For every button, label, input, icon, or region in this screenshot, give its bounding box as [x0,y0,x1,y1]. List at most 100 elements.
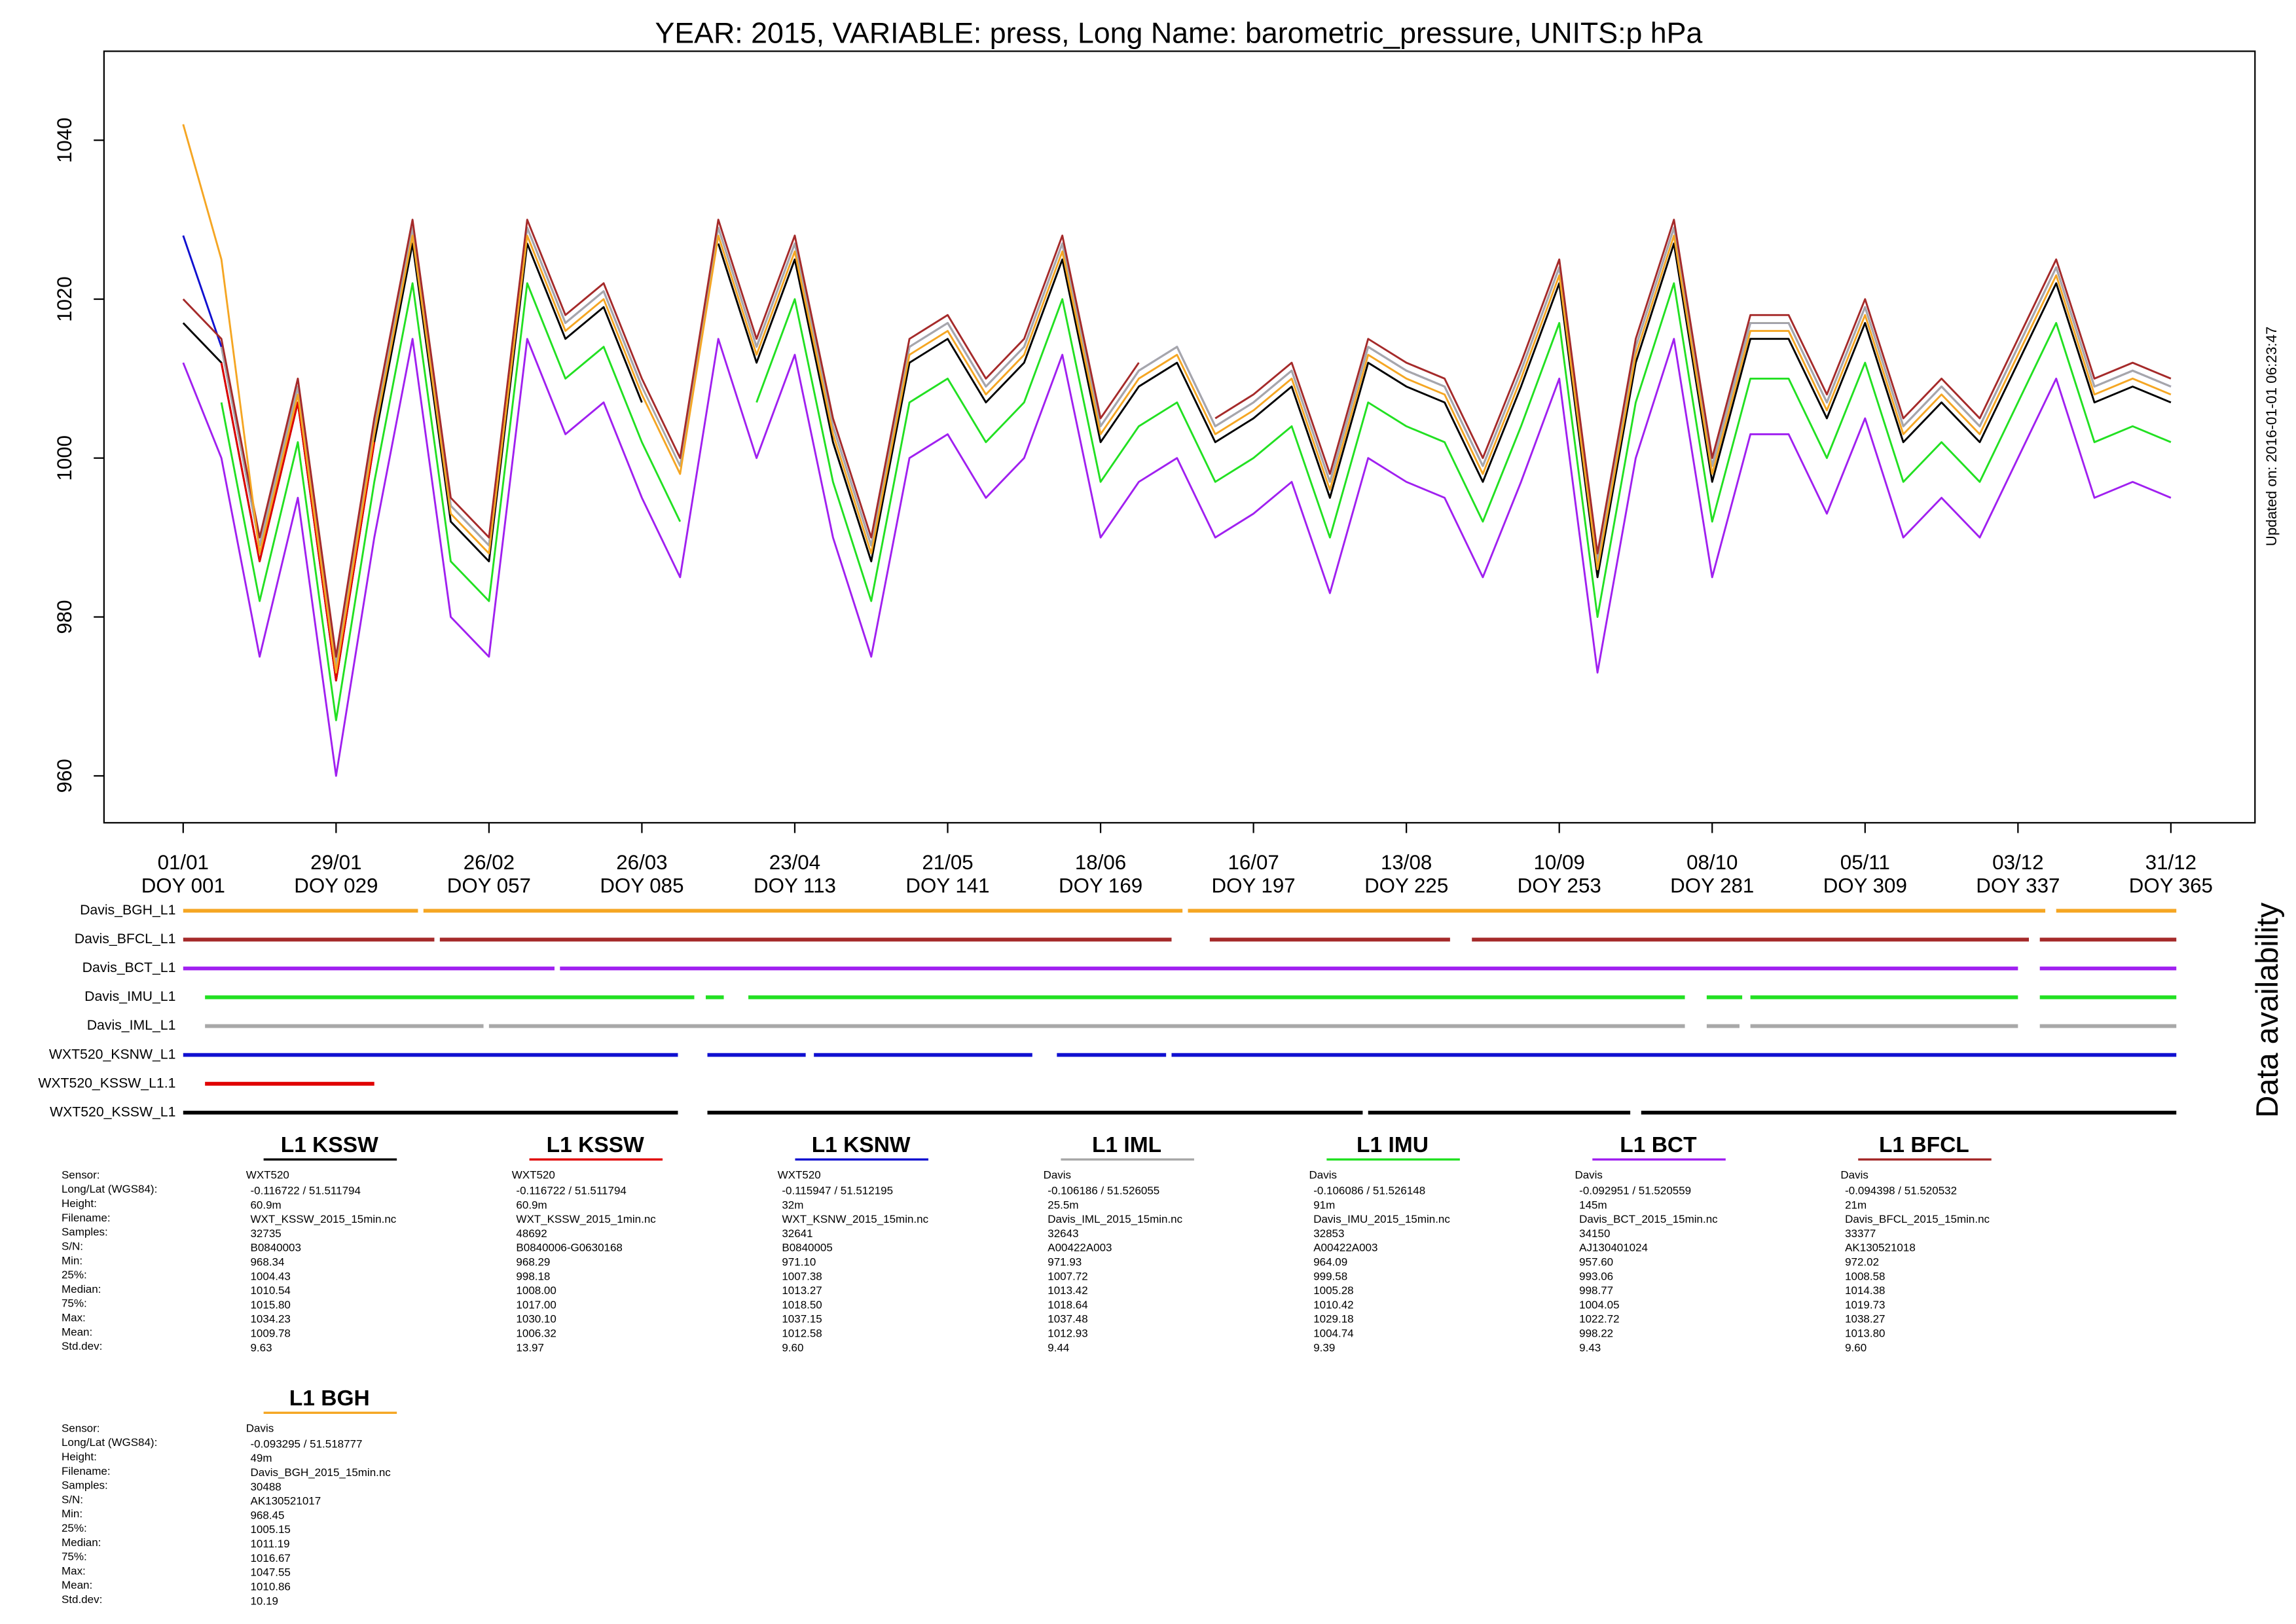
panel-value: -0.116722 / 51.511794 [250,1184,360,1197]
panel-value: 91m [1313,1199,1335,1211]
panel-value: 1004.05 [1579,1299,1619,1311]
panel-value: 971.10 [782,1256,816,1269]
panel-value: WXT520 [246,1168,289,1181]
panel-value: 9.43 [1579,1341,1601,1354]
stat-label: 75%: [62,1551,87,1563]
y-tick-label: 1040 [53,117,76,163]
stat-label: Sensor: [62,1168,100,1181]
panel-value: Davis_BGH_2015_15min.nc [250,1466,391,1479]
x-tick-doy: DOY 309 [1823,875,1907,897]
panel-value: 1005.28 [1313,1284,1353,1297]
stat-label: Samples: [62,1479,108,1492]
panel-value: 1037.15 [782,1313,822,1326]
panel-title: L1 BFCL [1879,1133,1969,1157]
panel-value: Davis_BCT_2015_15min.nc [1579,1213,1718,1225]
panel-value: B0840003 [250,1242,301,1254]
panel-value: 1007.38 [782,1270,822,1282]
panel-title: L1 BCT [1620,1133,1697,1157]
x-tick-label: 05/11 [1840,851,1890,874]
panel-value: 968.45 [250,1509,284,1521]
panel-value: 1011.19 [250,1538,289,1550]
panel-value: WXT_KSNW_2015_15min.nc [782,1213,928,1225]
panel-title: L1 IMU [1357,1133,1429,1157]
x-tick-label: 18/06 [1075,851,1126,874]
panel-value: Davis_IMU_2015_15min.nc [1313,1213,1450,1225]
panel-value: 1005.15 [250,1523,290,1536]
stat-label: Mean: [62,1326,92,1338]
panel-value: 968.34 [250,1256,284,1269]
panel-value: WXT_KSSW_2015_15min.nc [250,1213,396,1225]
stat-label: S/N: [62,1493,83,1506]
series-line [182,338,2172,777]
panel-title: L1 KSSW [547,1133,644,1157]
panel-value: WXT520 [778,1168,821,1181]
panel-value: 32643 [1048,1227,1078,1240]
y-tick-label: 980 [53,600,76,634]
y-tick-label: 1000 [53,435,76,481]
panel-value: 9.44 [1048,1341,1069,1354]
panel-value: 1008.00 [516,1284,556,1297]
panel-value: 32641 [782,1227,812,1240]
panel-value: 999.58 [1313,1270,1347,1282]
panel-value: 1015.80 [250,1299,290,1311]
stat-label: Std.dev: [62,1340,102,1352]
availability-row-label: Davis_IMU_L1 [84,988,175,1004]
x-tick-doy: DOY 253 [1518,875,1601,897]
panel-value: 1012.93 [1048,1327,1087,1340]
panel-value: Davis [1044,1168,1071,1181]
stat-label: Filename: [62,1212,111,1224]
x-tick-doy: DOY 337 [1976,875,2060,897]
panel-value: 49m [250,1452,272,1464]
panel-value: 25.5m [1048,1199,1078,1211]
series-line [220,362,376,682]
availability-row-label: Davis_BGH_L1 [80,902,175,918]
panel-value: 1018.64 [1048,1299,1087,1311]
panel-value: -0.115947 / 51.512195 [782,1184,893,1197]
panel-value: 1007.72 [1048,1270,1087,1282]
panel-value: -0.094398 / 51.520532 [1845,1184,1957,1197]
stat-label: 75%: [62,1297,87,1310]
stat-label: S/N: [62,1240,83,1252]
panel-value: WXT_KSSW_2015_1min.nc [516,1213,656,1225]
panel-value: A00422A003 [1048,1242,1112,1254]
x-tick-doy: DOY 029 [294,875,378,897]
panel-title: L1 KSNW [812,1133,911,1157]
panel-value: 1010.42 [1313,1299,1353,1311]
stat-label: Median: [62,1283,101,1295]
y-tick-label: 1020 [53,276,76,322]
panel-value: 9.60 [782,1341,803,1354]
stat-label: Std.dev: [62,1593,102,1606]
stat-label: Filename: [62,1465,111,1477]
availability-row-label: Davis_BCT_L1 [82,960,176,975]
availability-label: Data availability [2250,902,2284,1117]
panel-value: 993.06 [1579,1270,1613,1282]
x-tick-doy: DOY 169 [1059,875,1142,897]
panel-value: 32735 [250,1227,281,1240]
stat-label: Min: [62,1507,82,1520]
y-tick-label: 960 [53,759,76,793]
panel-value: 998.22 [1579,1327,1613,1340]
panel-value: 1019.73 [1845,1299,1885,1311]
panel-value: 1037.48 [1048,1313,1087,1326]
panel-value: 972.02 [1845,1256,1879,1269]
panel-value: 998.77 [1579,1284,1613,1297]
availability-row-label: WXT520_KSSW_L1.1 [38,1075,175,1091]
panel-value: 971.93 [1048,1256,1082,1269]
chart-title: YEAR: 2015, VARIABLE: press, Long Name: … [655,17,1703,49]
panel-value: -0.092951 / 51.520559 [1579,1184,1691,1197]
panel-value: 1006.32 [516,1327,556,1340]
panel-title: L1 KSSW [281,1133,378,1157]
panel-value: 1016.67 [250,1552,290,1564]
x-tick-label: 23/04 [769,851,820,874]
stat-label: Long/Lat (WGS84): [62,1436,157,1449]
x-tick-label: 01/01 [158,851,209,874]
series-line [220,282,2172,721]
panel-value: 1029.18 [1313,1313,1353,1326]
x-tick-doy: DOY 197 [1212,875,1296,897]
panel-value: B0840006-G0630168 [516,1242,622,1254]
stat-label: Median: [62,1536,101,1549]
panel-value: 34150 [1579,1227,1610,1240]
x-tick-label: 16/07 [1228,851,1279,874]
panel-value: 1012.58 [782,1327,822,1340]
